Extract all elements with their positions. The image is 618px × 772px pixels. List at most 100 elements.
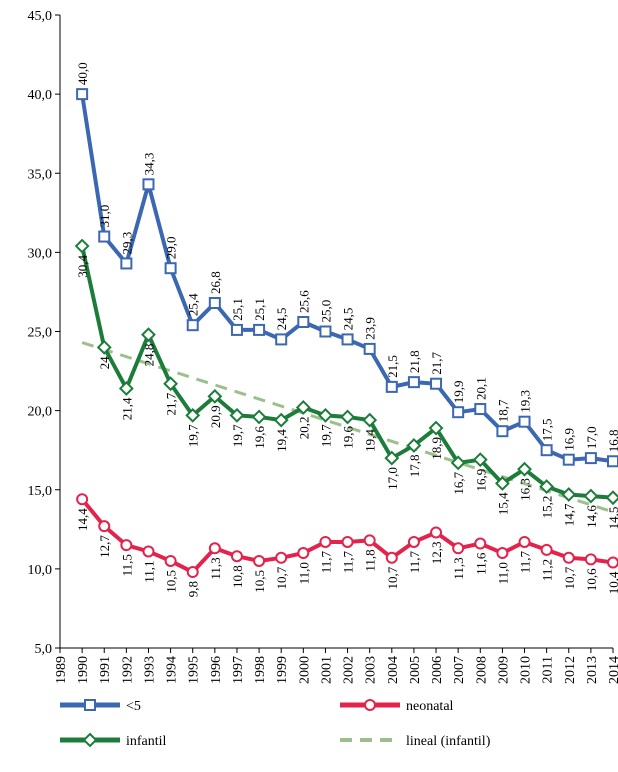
data-label: 19,6 [341,425,356,448]
data-label: 10,8 [230,565,245,588]
data-label: 17,0 [385,467,400,490]
data-label: 17,8 [407,454,422,477]
data-label: 21,7 [429,351,444,374]
x-tick-label: 1994 [165,656,180,684]
x-tick-label: 2013 [585,656,600,684]
legend-label: neonatal [406,699,454,714]
x-tick-label: 2001 [319,656,334,684]
marker [318,407,333,423]
marker [407,535,420,548]
marker [363,534,376,547]
data-label: 19,4 [363,429,378,452]
data-label: 11,5 [119,554,134,576]
marker [186,319,199,332]
marker [340,409,355,425]
data-label: 20,9 [208,405,223,428]
marker [319,535,332,548]
marker [118,381,134,396]
marker [82,732,98,748]
marker [406,438,422,453]
marker [253,554,266,567]
data-label: 11,7 [407,550,422,573]
x-tick-label: 2010 [519,656,534,684]
marker [230,550,243,563]
x-tick-label: 1992 [120,656,135,684]
marker [518,535,531,548]
legend-label: infantil [126,734,167,749]
marker [251,409,267,425]
x-tick-label: 1999 [275,656,290,684]
marker [253,323,266,336]
series-line [80,93,614,464]
marker [362,412,378,428]
data-label: 19,9 [451,380,466,403]
x-tick-label: 1997 [231,656,246,684]
marker [428,420,444,436]
marker [96,339,112,355]
marker [474,537,487,550]
marker [76,88,89,101]
data-label: 11,3 [208,557,223,579]
marker [207,388,223,404]
data-label: 11,0 [296,562,311,584]
data-label: 25,0 [318,300,333,323]
marker [74,238,90,254]
data-label: 11,7 [518,550,533,573]
marker [384,450,400,466]
data-label: 11,1 [141,560,156,582]
marker [164,554,177,567]
marker [186,566,199,579]
data-label: 10,7 [385,566,400,589]
marker [584,452,597,465]
marker [496,547,509,560]
data-label: 21,7 [164,392,179,415]
data-label: 11,2 [540,559,555,581]
y-tick-label: 40,0 [28,88,53,103]
data-label: 25,1 [230,298,245,321]
marker [472,452,488,468]
marker [494,476,510,491]
data-label: 10,4 [606,571,618,594]
data-label: 24,5 [274,308,289,331]
legend-label: lineal (infantil) [406,734,491,749]
marker [407,376,420,389]
data-label: 14,6 [584,505,599,528]
data-label: 29,3 [119,232,134,255]
data-label: 10,5 [252,570,267,593]
data-label: 40,0 [75,62,90,85]
data-label: 10,7 [274,566,289,589]
marker [430,526,443,539]
trend-line [81,341,614,514]
data-label: 14,7 [562,503,577,526]
x-tick-label: 2011 [541,656,556,683]
marker [452,542,465,555]
marker [583,488,599,504]
data-label: 16,9 [562,428,577,451]
legend-item: <5 [60,699,141,714]
data-label: 12,3 [429,541,444,564]
y-tick-label: 35,0 [28,167,53,182]
series-line [80,245,614,500]
data-label: 10,7 [562,566,577,589]
data-label: 24 [97,356,112,370]
marker [561,487,577,502]
y-tick-label: 15,0 [28,484,53,499]
data-label: 26,8 [208,271,223,294]
data-label: 24,8 [141,344,156,367]
x-tick-label: 2002 [342,656,357,684]
data-label: 11,8 [363,549,378,571]
y-tick-label: 45,0 [28,9,53,24]
data-label: 11,6 [473,552,488,575]
marker [208,542,221,555]
marker [164,262,177,275]
y-tick-label: 30,0 [28,246,53,261]
data-label: 11,7 [341,550,356,573]
data-label: 34,3 [141,153,156,176]
data-label: 20,1 [473,377,488,400]
data-label: 25,4 [186,293,201,316]
marker [607,556,618,569]
data-label: 29,0 [164,236,179,259]
x-tick-label: 1993 [142,656,157,684]
marker [540,543,553,556]
marker [120,257,133,270]
